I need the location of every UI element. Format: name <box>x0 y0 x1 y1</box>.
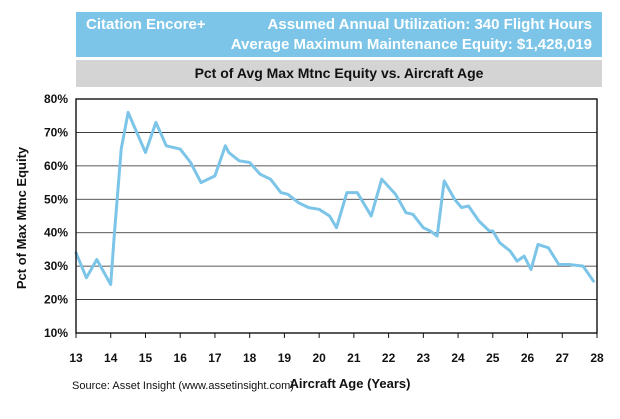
x-tick-20: 20 <box>312 351 326 365</box>
series-group <box>74 110 595 286</box>
plot-frame <box>75 98 598 334</box>
y-tick-60: 60% <box>44 159 68 173</box>
x-axis-title: Aircraft Age (Years) <box>290 376 411 391</box>
y-axis-title: Pct of Max Mtnc Equity <box>14 146 29 289</box>
x-tick-28: 28 <box>590 351 604 365</box>
equity-label: Average Maximum Maintenance Equity: $1,4… <box>230 36 592 53</box>
x-tick-23: 23 <box>417 351 431 365</box>
x-tick-22: 22 <box>382 351 396 365</box>
x-tick-17: 17 <box>208 351 222 365</box>
y-tick-40: 40% <box>44 226 68 240</box>
grid-lines <box>76 98 597 334</box>
x-tick-21: 21 <box>347 351 361 365</box>
x-tick-19: 19 <box>278 351 292 365</box>
y-tick-30: 30% <box>44 259 68 273</box>
y-tick-labels: 10% 20% 30% 40% 50% 60% 70% 80% <box>44 92 68 340</box>
y-tick-20: 20% <box>44 293 68 307</box>
utilization-label: Assumed Annual Utilization: 340 Flight H… <box>267 16 592 33</box>
y-tick-70: 70% <box>44 125 68 139</box>
y-tick-50: 50% <box>44 192 68 206</box>
x-tick-labels: 13 14 15 16 17 18 19 20 21 22 23 24 25 26 27 28 <box>69 333 604 365</box>
source-note: Source: Asset Insight (www.assetinsight.… <box>72 380 294 392</box>
x-tick-25: 25 <box>486 351 500 365</box>
x-tick-26: 26 <box>521 351 535 365</box>
x-tick-13: 13 <box>69 351 83 365</box>
aircraft-name: Citation Encore+ <box>86 16 206 33</box>
chart-header: Citation Encore+ Assumed Annual Utilizat… <box>76 12 602 57</box>
x-tick-16: 16 <box>174 351 188 365</box>
series-line-0 <box>74 110 595 286</box>
x-tick-27: 27 <box>556 351 570 365</box>
y-tick-80: 80% <box>44 92 68 106</box>
x-tick-24: 24 <box>451 351 465 365</box>
x-tick-15: 15 <box>139 351 153 365</box>
x-tick-14: 14 <box>104 351 118 365</box>
x-tick-18: 18 <box>243 351 257 365</box>
chart-title: Pct of Avg Max Mtnc Equity vs. Aircraft … <box>76 60 602 87</box>
y-tick-10: 10% <box>44 326 68 340</box>
